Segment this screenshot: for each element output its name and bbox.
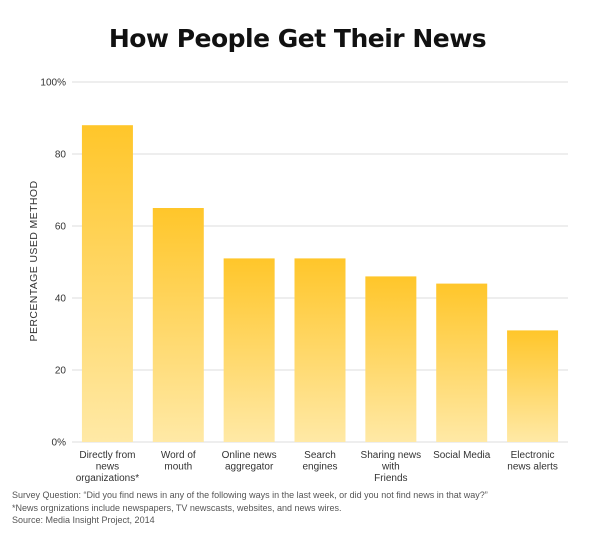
x-tick-label-line: Online news (222, 450, 277, 461)
y-tick-label: 60 (55, 222, 67, 233)
y-axis-label: PERCENTAGE USED METHOD (28, 181, 40, 342)
y-tick-label: 40 (55, 294, 67, 305)
x-tick-label: Sharing news with Friends (361, 450, 422, 484)
labels: 0% 20 40 60 80 100% Directly from news organizat… (40, 78, 557, 485)
bars (81, 125, 559, 442)
bar (81, 125, 133, 442)
bar (365, 276, 417, 442)
survey-question-note: Survey Question: “Did you find news in a… (12, 490, 488, 500)
y-tick-label: 0% (52, 438, 67, 449)
x-tick-label-line: Sharing news (361, 450, 422, 461)
x-tick-label: Search engines (302, 450, 337, 473)
chart-notes: Survey Question: “Did you find news in a… (12, 489, 488, 527)
x-tick-label: Directly from news organizations* (76, 450, 139, 484)
bar (152, 208, 204, 442)
x-tick-label-line: Word of (161, 450, 196, 461)
x-tick-label-line: engines (302, 462, 337, 473)
x-tick-label-line: Search (304, 450, 336, 461)
x-tick-label: Word of mouth (161, 450, 196, 473)
y-tick-label: 80 (55, 150, 67, 161)
x-tick-label-line: Electronic (511, 450, 555, 461)
bar (294, 258, 346, 442)
x-tick-label-line: news (96, 462, 119, 473)
x-tick-label: Online news aggregator (222, 450, 277, 473)
x-tick-label: Social Media (433, 450, 491, 461)
bar (223, 258, 275, 442)
x-tick-label-line: organizations* (76, 473, 139, 484)
x-tick-label-line: mouth (164, 462, 192, 473)
x-tick-label-line: Friends (374, 473, 407, 484)
source-note: Source: Media Insight Project, 2014 (12, 515, 155, 525)
y-tick-label: 100% (40, 78, 66, 89)
bar (507, 330, 559, 442)
x-tick-label-line: Directly from (79, 450, 135, 461)
chart-title: How People Get Their News (108, 24, 487, 53)
bar (436, 283, 488, 442)
x-tick-label-line: with (381, 462, 400, 473)
x-tick-label-line: news alerts (507, 462, 558, 473)
x-tick-label-line: Social Media (433, 450, 491, 461)
y-tick-label: 20 (55, 366, 67, 377)
footnote: *News orgnizations include newspapers, T… (12, 502, 342, 513)
x-tick-label: Electronic news alerts (507, 450, 558, 473)
x-tick-label-line: aggregator (225, 462, 274, 473)
